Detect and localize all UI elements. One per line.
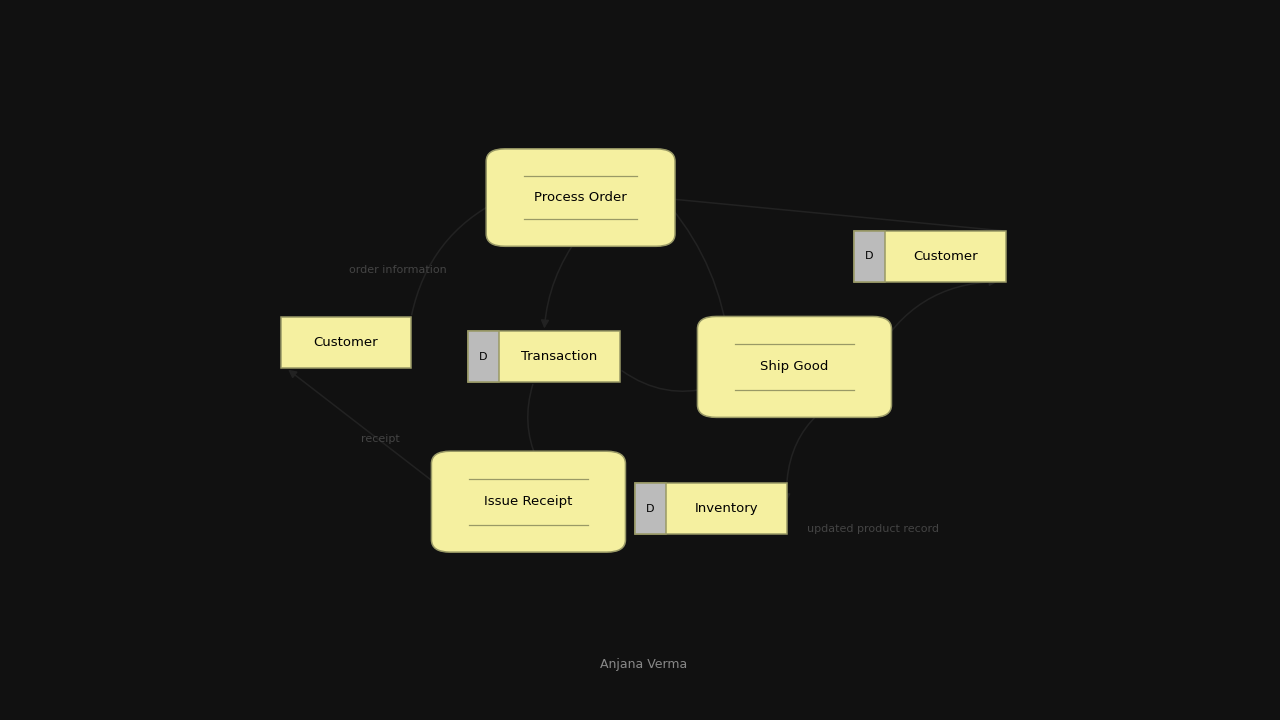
Text: D: D — [865, 251, 874, 261]
FancyBboxPatch shape — [486, 149, 675, 246]
Bar — [855, 231, 1006, 282]
Bar — [468, 331, 620, 382]
Text: Transaction: Transaction — [521, 350, 598, 363]
Text: Process Order: Process Order — [534, 191, 627, 204]
FancyBboxPatch shape — [431, 451, 626, 552]
FancyBboxPatch shape — [698, 317, 891, 418]
Text: Customer: Customer — [314, 336, 378, 349]
Text: updated product record: updated product record — [806, 524, 938, 534]
Text: receipt: receipt — [361, 434, 399, 444]
Bar — [635, 483, 666, 534]
Text: Wiring with connection lines for data flows: Wiring with connection lines for data fl… — [326, 53, 1001, 80]
Text: order information: order information — [349, 265, 447, 275]
Text: D: D — [479, 351, 488, 361]
Bar — [468, 331, 499, 382]
Text: Ship Good: Ship Good — [760, 361, 828, 374]
Bar — [280, 318, 411, 368]
Bar — [855, 231, 884, 282]
Text: Customer: Customer — [913, 250, 978, 263]
Text: Inventory: Inventory — [694, 502, 758, 515]
Text: Issue Receipt: Issue Receipt — [484, 495, 572, 508]
Text: Anjana Verma: Anjana Verma — [599, 657, 687, 670]
Text: D: D — [646, 503, 655, 513]
Bar — [635, 483, 787, 534]
